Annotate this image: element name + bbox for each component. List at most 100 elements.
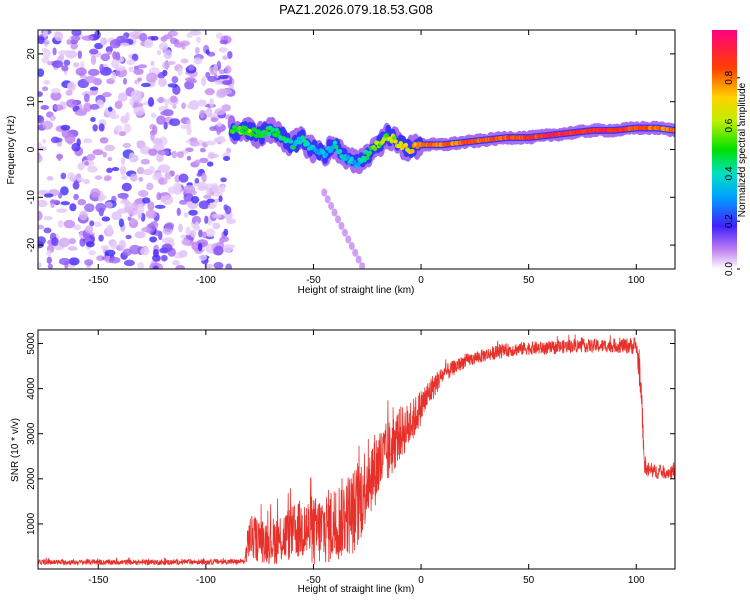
snr-marks [38,334,675,566]
noise-blob [157,149,170,156]
noise-blob [133,106,145,117]
noise-blob [100,245,110,250]
noise-blob [38,262,42,268]
noise-blob [137,77,142,82]
noise-blob [213,245,224,256]
noise-blob [186,32,193,39]
noise-blob [210,184,219,193]
noise-blob [49,199,61,204]
noise-blob [137,261,145,269]
signal-core [389,139,394,144]
noise-blob [42,120,53,130]
noise-blob [133,102,144,108]
noise-blob [178,249,188,258]
signal-core [672,128,675,133]
noise-blob [130,89,142,100]
noise-blob [107,106,113,112]
noise-blob [183,192,194,202]
noise-blob [86,241,95,248]
noise-blob [42,30,48,38]
noise-blob [84,259,94,266]
noise-blob [141,197,151,204]
noise-blob [97,196,104,202]
streak-blob [324,195,331,204]
snr-y-tick-label: 3000 [26,422,37,445]
spectrogram-x-label: Height of straight line (km) [298,285,415,296]
noise-blob [83,102,92,112]
noise-blob [43,215,53,221]
noise-blob [60,172,67,180]
noise-blob [89,220,95,227]
noise-blob [181,238,191,246]
noise-blob [114,100,123,110]
noise-blob [194,221,200,230]
noise-blob [164,222,175,230]
noise-blob [71,142,81,152]
noise-blob [93,221,102,227]
noise-blob [218,69,226,75]
noise-blob [38,210,43,221]
snr-y-tick-label: 1000 [26,512,37,535]
noise-blob [220,88,232,95]
noise-blob [188,64,195,71]
noise-blob [118,131,127,137]
snr-y-tick-label: 4000 [26,377,37,400]
noise-blob [41,86,49,92]
noise-blob [38,115,45,124]
noise-blob [224,65,232,74]
noise-blob [65,89,73,96]
noise-blob [47,263,53,269]
noise-blob [83,93,90,103]
noise-blob [198,200,211,210]
noise-blob [46,256,52,264]
signal-core [266,131,272,137]
snr-y-tick-label: 5000 [26,332,37,355]
snr-y-label: SNR (10 * v/v) [10,418,21,482]
noise-blob [129,173,138,182]
noise-blob [52,47,57,56]
noise-blob [56,208,68,213]
noise-blob [217,74,229,80]
streak-blob [355,255,362,264]
snr-y-tick-label: 2000 [26,467,37,490]
spectrogram-x-tick-label: -50 [306,275,321,286]
noise-blob [42,138,47,144]
noise-blob [90,117,96,122]
noise-blob [183,184,196,194]
noise-blob [38,154,43,163]
noise-blob [174,174,181,183]
noise-blob [189,229,197,238]
noise-blob [99,137,109,144]
streak-blob [331,208,338,217]
noise-blob [217,135,226,143]
noise-blob [84,203,95,213]
signal-core [275,130,281,135]
noise-blob [193,57,203,65]
snr-series-line [38,334,675,566]
noise-blob [136,140,142,147]
noise-blob [107,156,113,162]
noise-blob [117,92,128,102]
noise-blob [178,173,189,183]
snr-panel: -150 -100 -50 0 50 100 1000 2000 3000 4000 5000 H… [10,329,676,595]
noise-blob [223,204,229,211]
noise-blob [152,254,161,262]
colorbar-tick-label: 0.2 [724,214,735,228]
noise-blob [46,176,54,181]
signal-core [356,162,361,167]
noise-blob [206,161,214,167]
noise-blob [212,222,221,230]
noise-blob [216,121,223,127]
snr-x-ticks: -150 -100 -50 0 50 100 [88,330,645,586]
noise-blob [46,61,52,66]
signal-core [398,140,404,146]
noise-blob [176,207,181,217]
noise-blob [102,151,108,158]
noise-blob [191,196,200,204]
noise-blob [88,48,99,55]
noise-blob [122,77,128,85]
noise-blob [178,223,183,233]
noise-blob [225,263,233,269]
noise-blob [109,39,121,49]
noise-blob [58,257,71,266]
